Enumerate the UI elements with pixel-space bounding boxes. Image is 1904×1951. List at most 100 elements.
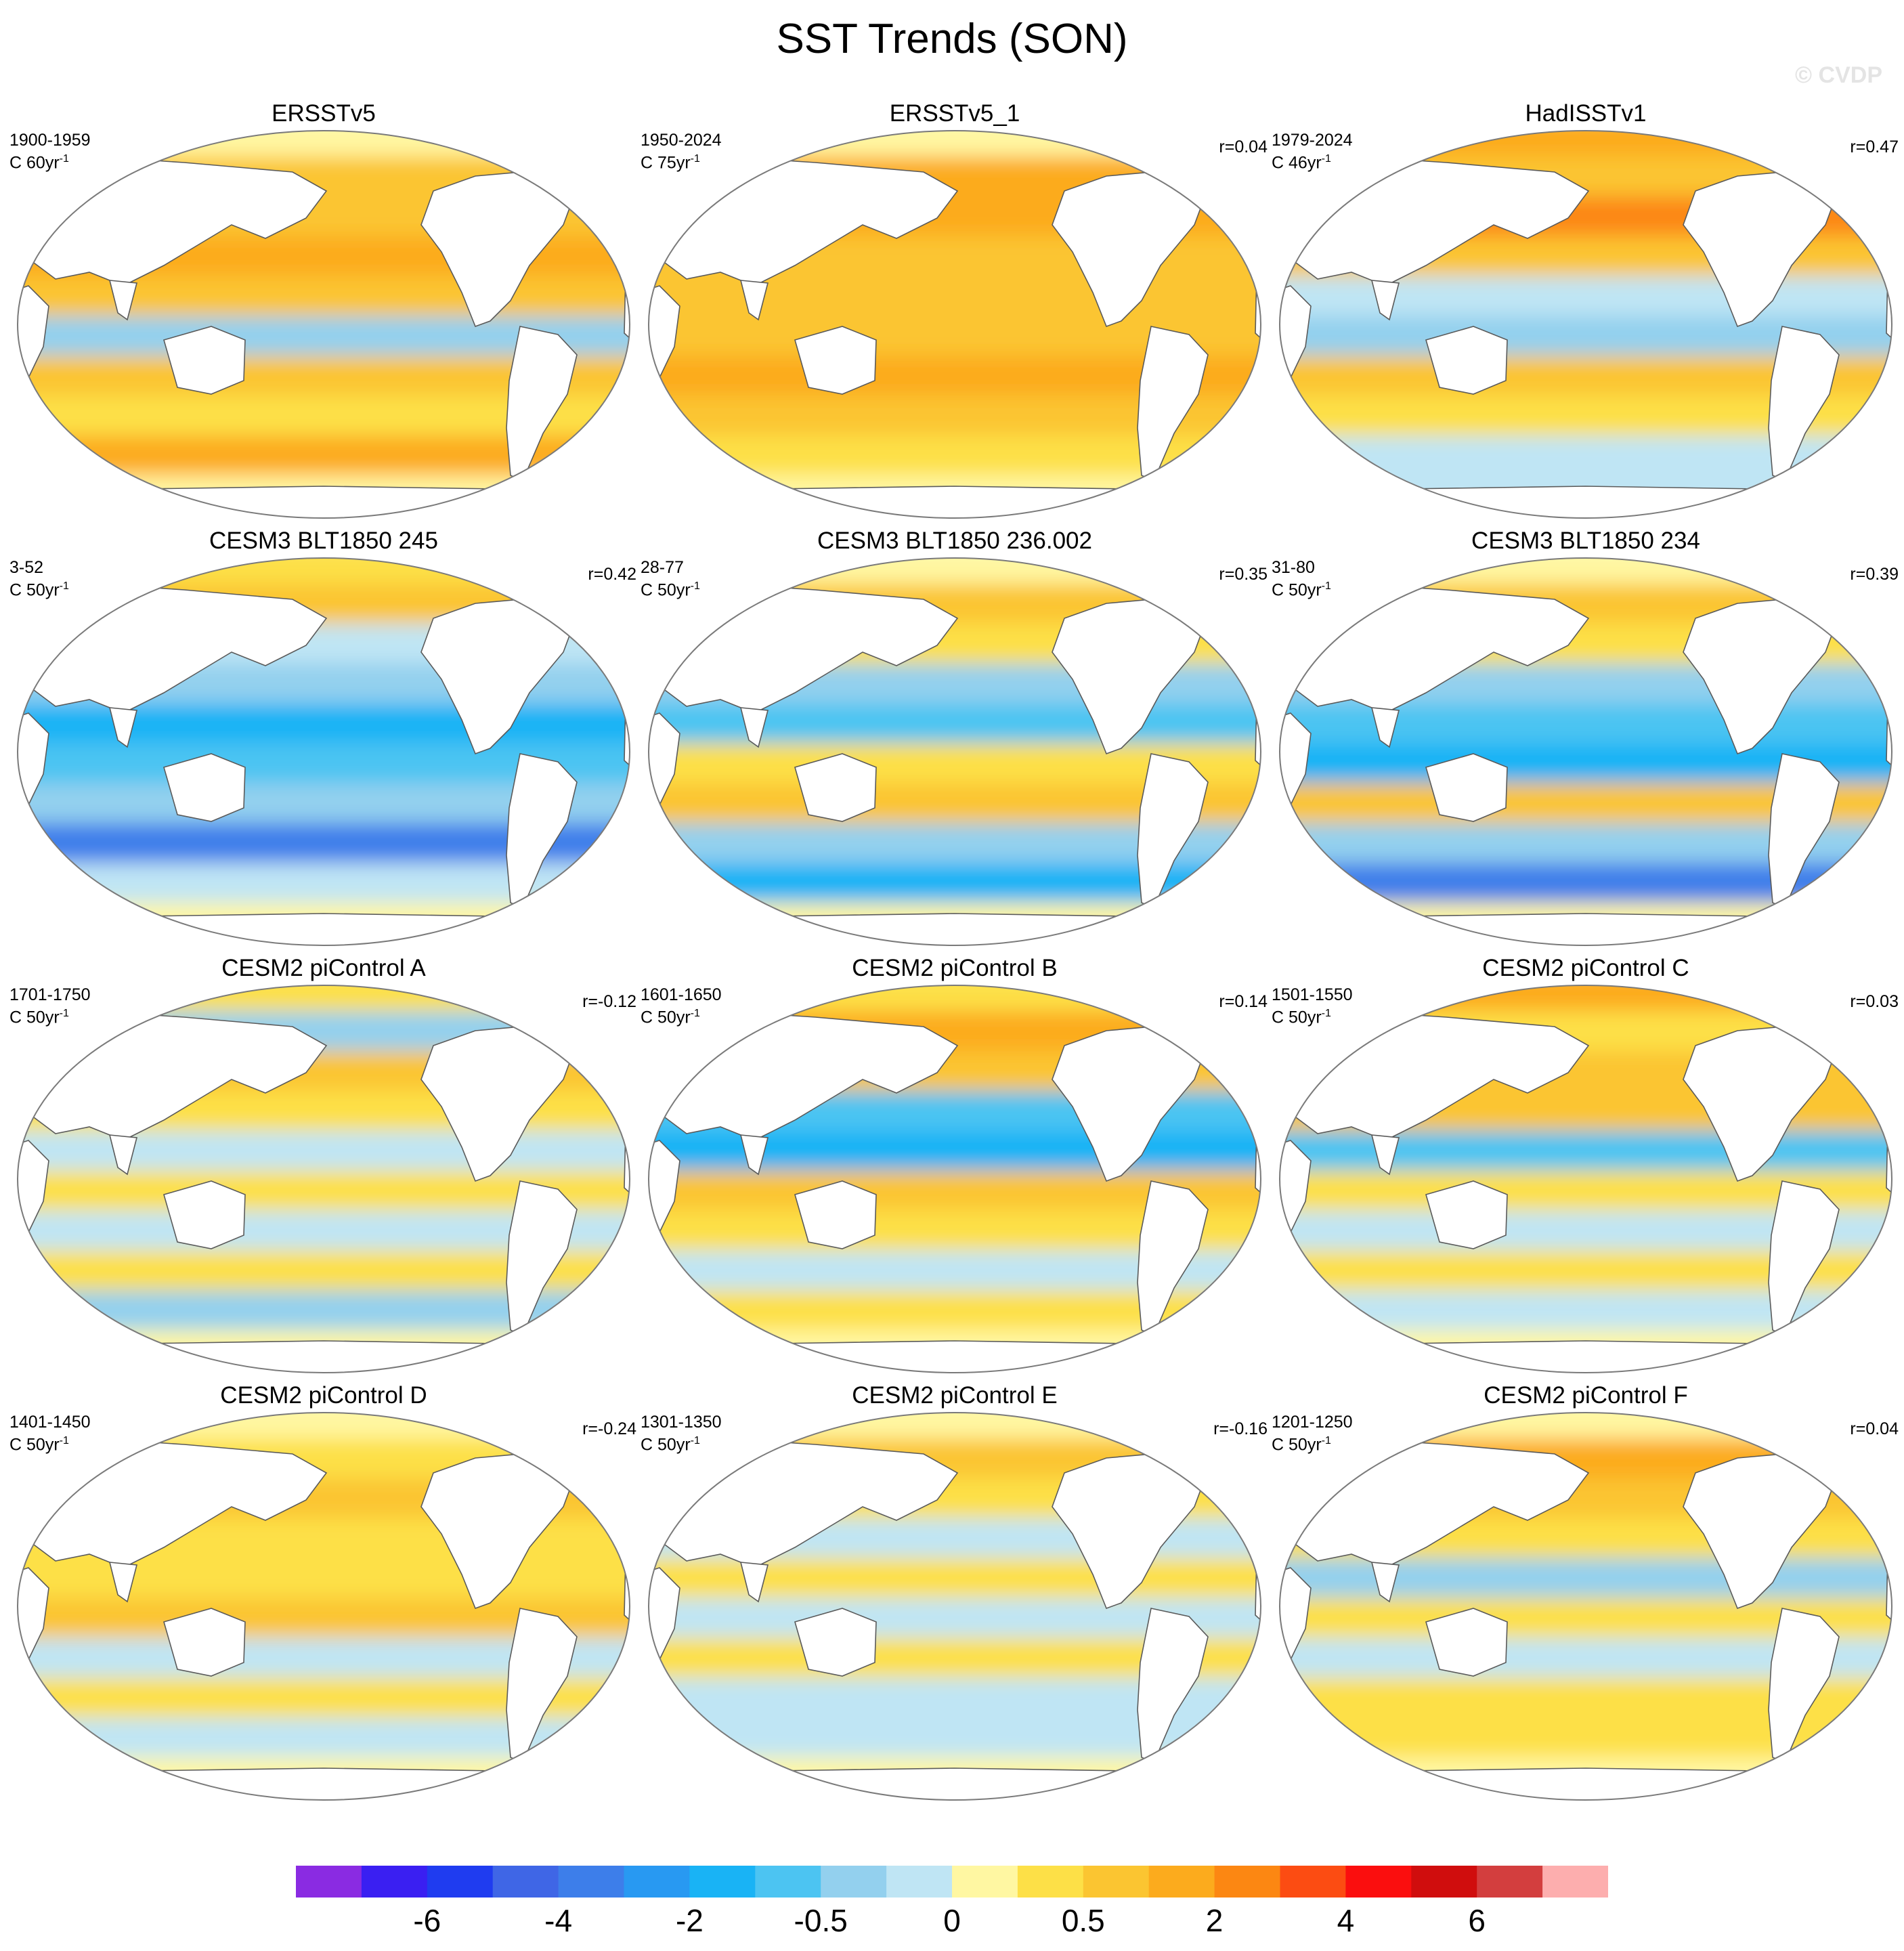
land-greenland xyxy=(1838,152,1892,200)
panel-units: C 50yr-1 xyxy=(9,1004,69,1027)
land-australia xyxy=(163,326,246,395)
ocean-trend-field xyxy=(18,985,630,1373)
map-panel: CESM3 BLT1850 245 3-52 C 50yr-1 r=0.42 xyxy=(8,526,639,949)
pattern-correlation: r=0.14 xyxy=(1219,992,1268,1011)
panel-title: CESM2 piControl A xyxy=(221,955,426,981)
units-span: 50 xyxy=(26,1435,45,1455)
map-outline xyxy=(647,557,1262,946)
land-australia xyxy=(1425,1608,1508,1677)
map-outline xyxy=(16,985,631,1373)
sst-trend-map xyxy=(647,130,1262,519)
land-australia xyxy=(163,753,246,822)
ocean-trend-field xyxy=(1280,1413,1892,1800)
color-scale-bar xyxy=(296,1866,1608,1898)
colorbar-tick-label: 6 xyxy=(1468,1903,1486,1938)
land-greenland xyxy=(1838,1007,1892,1054)
units-exponent: -1 xyxy=(690,1008,700,1019)
units-exponent: -1 xyxy=(59,1435,69,1446)
map-panel: CESM2 piControl F 1201-1250 C 50yr-1 r=0.04 xyxy=(1270,1381,1901,1804)
colorbar-tick-label: -6 xyxy=(413,1903,441,1938)
panel-title: CESM2 piControl E xyxy=(852,1382,1058,1409)
units-suffix: yr xyxy=(45,153,60,173)
map-panel: CESM2 piControl C 1501-1550 C 50yr-1 r=0.03 xyxy=(1270,953,1901,1377)
cvdp-watermark: © CVDP xyxy=(1795,62,1882,88)
ocean-trend-field xyxy=(18,558,630,945)
land-greenland xyxy=(1838,1434,1892,1482)
pattern-correlation: r=-0.16 xyxy=(1213,1419,1268,1438)
panel-title: CESM3 BLT1850 234 xyxy=(1471,528,1700,554)
land-australia xyxy=(794,1608,877,1677)
land-india xyxy=(739,1134,769,1176)
land-greenland xyxy=(576,580,630,627)
colorbar-tick-label: 2 xyxy=(1205,1903,1224,1938)
land-australia xyxy=(794,753,877,822)
panel-title: CESM2 piControl F xyxy=(1484,1382,1688,1409)
map-panel: CESM2 piControl B 1601-1650 C 50yr-1 r=0.14 xyxy=(639,953,1270,1377)
land-greenland xyxy=(576,1007,630,1054)
colorbar-segment xyxy=(1083,1866,1150,1898)
colorbar-tick-label: -2 xyxy=(675,1903,704,1938)
panel-period: 1201-1250 xyxy=(1272,1413,1353,1432)
colorbar-segment xyxy=(427,1866,494,1898)
sst-trend-map xyxy=(647,1412,1262,1801)
units-suffix: yr xyxy=(676,153,691,173)
units-exponent: -1 xyxy=(690,1435,700,1446)
map-outline xyxy=(16,557,631,946)
land-australia xyxy=(1425,1180,1508,1249)
land-south-america xyxy=(1768,1608,1840,1764)
land-india xyxy=(739,707,769,748)
land-africa-east xyxy=(1255,1553,1261,1630)
land-australia xyxy=(794,1180,877,1249)
units-span: 50 xyxy=(1289,1008,1307,1027)
units-exponent: -1 xyxy=(690,580,700,592)
colorbar-segment xyxy=(624,1866,690,1898)
colorbar-segment xyxy=(1017,1866,1084,1898)
sst-trend-map xyxy=(1278,557,1893,946)
map-panel: HadISSTv1 1979-2024 C 46yr-1 r=0.47 xyxy=(1270,99,1901,522)
land-africa-east xyxy=(624,1125,630,1203)
land-antarctica xyxy=(35,1767,618,1800)
land-africa-east xyxy=(1255,271,1261,348)
colorbar-segment xyxy=(558,1866,624,1898)
units-prefix: C xyxy=(641,1008,657,1027)
land-australia xyxy=(1425,753,1508,822)
panel-title: HadISSTv1 xyxy=(1525,100,1647,127)
sst-trend-map xyxy=(16,557,631,946)
units-exponent: -1 xyxy=(1321,153,1331,165)
land-greenland xyxy=(1207,152,1261,200)
land-south-america xyxy=(1137,1180,1209,1337)
sst-trend-map xyxy=(16,130,631,519)
ocean-trend-field xyxy=(649,985,1261,1373)
colorbar-segment xyxy=(689,1866,756,1898)
panel-period: 31-80 xyxy=(1272,558,1315,577)
colorbar-segment xyxy=(886,1866,953,1898)
land-india xyxy=(1370,1134,1400,1176)
pattern-correlation: r=0.47 xyxy=(1850,137,1899,156)
land-south-america xyxy=(506,753,578,909)
land-india xyxy=(108,1562,138,1603)
land-antarctica xyxy=(1297,486,1880,518)
colorbar-segment xyxy=(821,1866,887,1898)
pattern-correlation: r=0.39 xyxy=(1850,565,1899,584)
units-exponent: -1 xyxy=(1321,580,1331,592)
units-suffix: yr xyxy=(1307,580,1322,600)
panel-units: C 46yr-1 xyxy=(1272,149,1331,173)
land-south-america xyxy=(506,1180,578,1337)
units-prefix: C xyxy=(1272,153,1289,173)
units-span: 50 xyxy=(26,1008,45,1027)
sst-trend-map xyxy=(1278,130,1893,519)
panel-period: 1501-1550 xyxy=(1272,985,1353,1004)
panel-units: C 60yr-1 xyxy=(9,149,69,173)
map-panel: CESM3 BLT1850 234 31-80 C 50yr-1 r=0.39 xyxy=(1270,526,1901,949)
units-exponent: -1 xyxy=(1321,1435,1331,1446)
units-prefix: C xyxy=(641,153,657,173)
panel-units: C 50yr-1 xyxy=(1272,1431,1331,1455)
units-suffix: yr xyxy=(45,1008,60,1027)
land-antarctica xyxy=(1297,1340,1880,1373)
panel-title: CESM2 piControl B xyxy=(852,955,1058,981)
land-africa-east xyxy=(1886,698,1892,775)
map-outline xyxy=(647,1412,1262,1801)
panel-title: CESM3 BLT1850 245 xyxy=(209,528,438,554)
colorbar-segment xyxy=(361,1866,428,1898)
land-africa-east xyxy=(624,271,630,348)
